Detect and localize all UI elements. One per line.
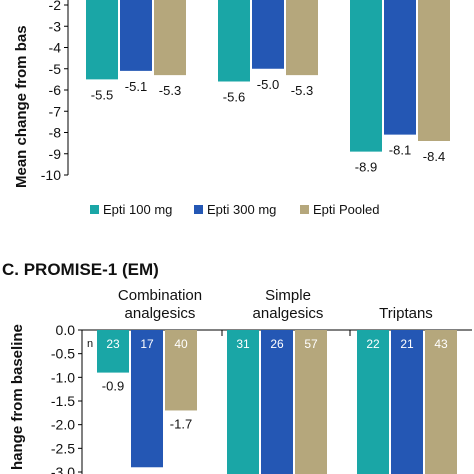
legend-label: Epti 100 mg xyxy=(103,202,172,217)
y-tick-label-top: -7 xyxy=(49,103,62,119)
y-tick-label-top: -2 xyxy=(49,0,62,13)
y-axis-title-top: Mean change from bas xyxy=(13,25,30,188)
group-label: analgesics xyxy=(125,305,196,322)
bar-top xyxy=(154,0,186,76)
y-tick-label-bottom: 0.0 xyxy=(56,322,76,338)
bar-bottom xyxy=(357,330,389,474)
n-value-label: 17 xyxy=(140,337,154,351)
y-tick-label-bottom: -0.5 xyxy=(51,346,75,362)
bar-bottom xyxy=(97,330,129,373)
bar-bottom xyxy=(227,330,259,474)
bar-top xyxy=(86,0,118,80)
n-value-label: 31 xyxy=(236,337,250,351)
bar-top xyxy=(350,0,382,152)
y-tick-label-bottom: -2.5 xyxy=(51,440,75,456)
bar-value-label-top: -8.4 xyxy=(423,149,445,164)
bar-value-label-top: -8.1 xyxy=(389,143,411,158)
y-tick-label-top: -8 xyxy=(49,125,62,141)
legend-swatch xyxy=(90,205,99,214)
y-tick-label-top: -9 xyxy=(49,146,62,162)
bar-bottom xyxy=(131,330,163,468)
bar-value-label-top: -8.9 xyxy=(355,160,377,175)
bar-top xyxy=(384,0,416,135)
group-label: Triptans xyxy=(379,305,433,322)
bar-value-label-bottom: -1.7 xyxy=(170,416,192,431)
y-tick-label-top: -10 xyxy=(41,167,61,183)
bar-value-label-top: -5.3 xyxy=(291,83,313,98)
bar-bottom xyxy=(165,330,197,411)
group-label: analgesics xyxy=(253,305,324,322)
bar-value-label-top: -5.5 xyxy=(91,87,113,102)
y-tick-label-top: -3 xyxy=(49,18,62,34)
bar-bottom xyxy=(261,330,293,474)
panel-title: C. PROMISE-1 (EM) xyxy=(2,260,159,279)
n-label: n xyxy=(87,338,93,350)
n-value-label: 57 xyxy=(304,337,318,351)
y-axis-title-bottom: hange from baseline xyxy=(9,324,26,470)
n-value-label: 43 xyxy=(434,337,448,351)
bar-value-label-top: -5.3 xyxy=(159,83,181,98)
bar-value-label-top: -5.6 xyxy=(223,90,245,105)
n-value-label: 22 xyxy=(366,337,380,351)
legend-swatch xyxy=(194,205,203,214)
group-label: Simple xyxy=(265,287,311,304)
y-tick-label-bottom: -3.0 xyxy=(51,464,75,474)
y-tick-label-bottom: -1.0 xyxy=(51,369,75,385)
bar-top xyxy=(120,0,152,71)
group-label: Combination xyxy=(118,287,202,304)
y-tick-label-top: -4 xyxy=(49,40,62,56)
n-value-label: 26 xyxy=(270,337,284,351)
y-tick-label-bottom: -1.5 xyxy=(51,393,75,409)
bar-value-label-bottom: -0.9 xyxy=(102,379,124,394)
y-tick-label-bottom: -2.0 xyxy=(51,417,75,433)
bar-value-label-top: -5.1 xyxy=(125,79,147,94)
n-value-label: 40 xyxy=(174,337,188,351)
n-value-label: 23 xyxy=(106,337,120,351)
y-tick-label-top: -5 xyxy=(49,61,62,77)
bar-bottom xyxy=(295,330,327,474)
y-tick-label-top: -6 xyxy=(49,82,62,98)
bar-value-label-top: -5.0 xyxy=(257,77,279,92)
legend-swatch xyxy=(300,205,309,214)
bar-top xyxy=(218,0,250,82)
bar-top xyxy=(418,0,450,141)
bar-top xyxy=(286,0,318,76)
bar-bottom xyxy=(425,330,457,474)
n-value-label: 21 xyxy=(400,337,414,351)
bar-top xyxy=(252,0,284,69)
bar-bottom xyxy=(391,330,423,474)
legend-label: Epti 300 mg xyxy=(207,202,276,217)
legend-label: Epti Pooled xyxy=(313,202,380,217)
